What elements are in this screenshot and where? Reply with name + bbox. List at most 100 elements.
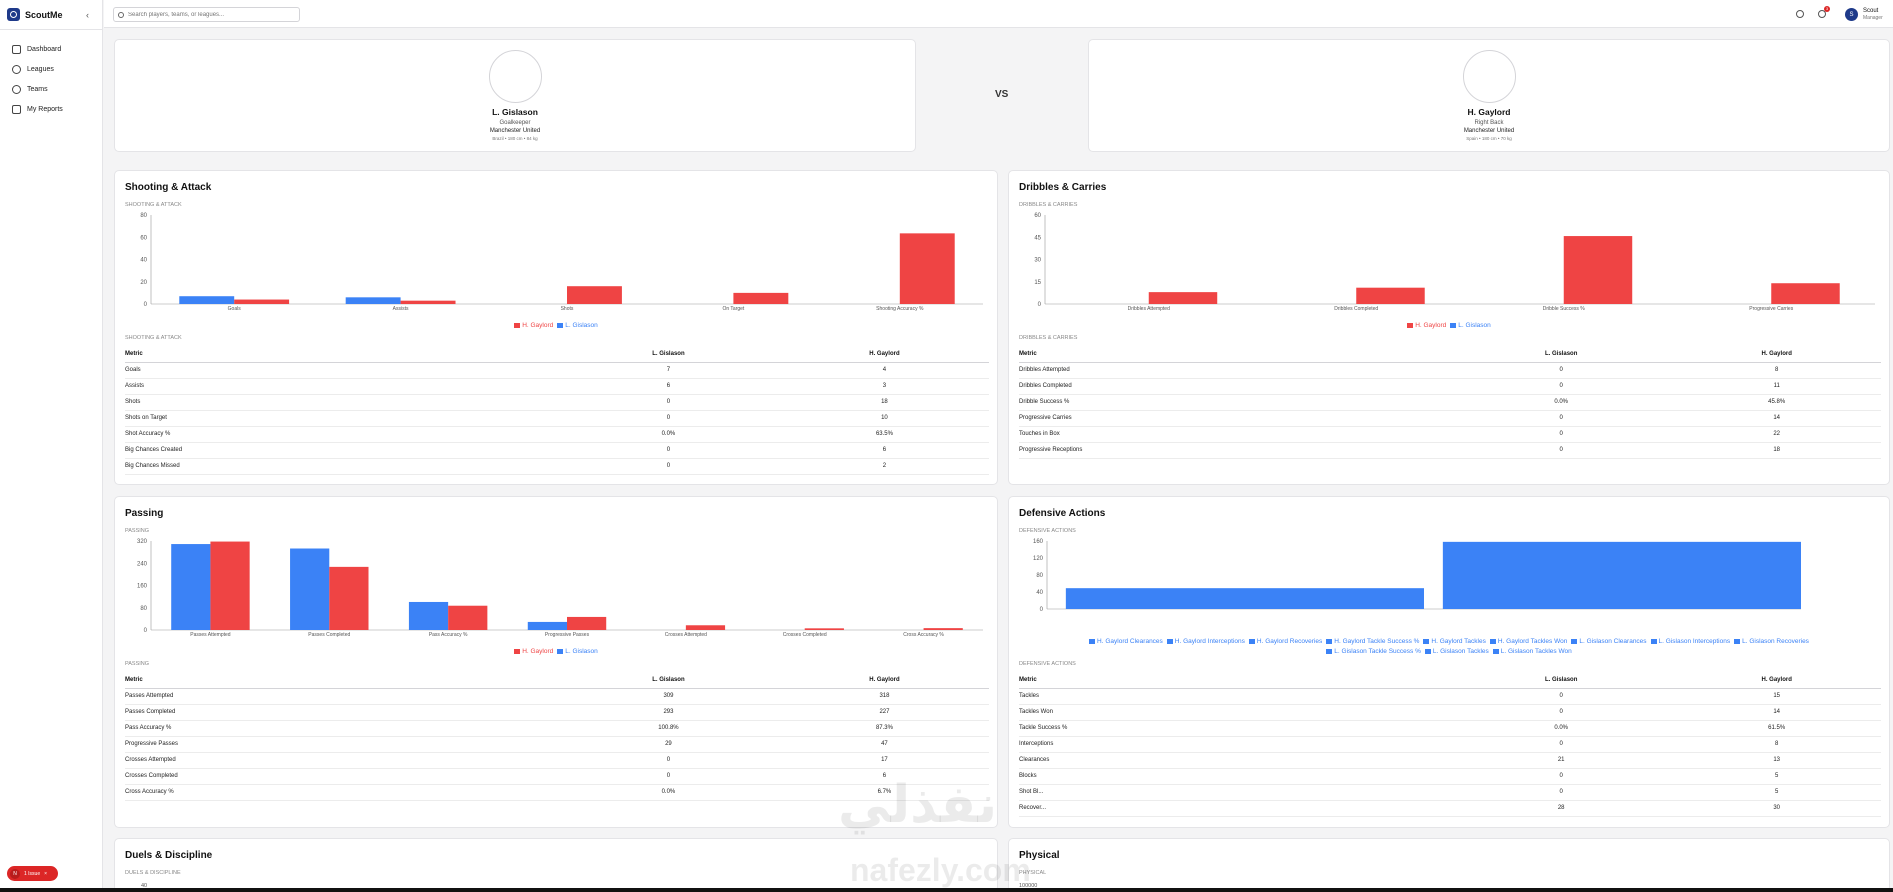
x-tick-label: Progressive Carries <box>1749 306 1793 312</box>
bell-icon[interactable] <box>1818 10 1826 18</box>
section-title: Shooting & Attack <box>125 182 212 193</box>
legend-item[interactable]: L. Gislason Clearances <box>1571 637 1647 647</box>
legend-item[interactable]: H. Gaylord Tackles Won <box>1489 637 1567 647</box>
column-header: H. Gaylord <box>779 346 989 363</box>
sidebar-item-label: Dashboard <box>27 45 62 53</box>
legend-item[interactable]: H. Gaylord Recoveries <box>1248 637 1322 647</box>
table-cell: 0 <box>1450 704 1673 721</box>
table-cell: 30 <box>1672 800 1881 817</box>
issues-badge[interactable]: N 1 Issue × <box>7 866 58 881</box>
table-cell: Pass Accuracy % <box>125 720 557 737</box>
table-cell: Assists <box>125 378 557 395</box>
legend-item[interactable]: H. Gaylord <box>1407 322 1446 329</box>
legend-item[interactable]: H. Gaylord Clearances <box>1089 637 1163 647</box>
file-icon <box>12 104 21 114</box>
legend-item[interactable]: L. Gislason Interceptions <box>1650 637 1730 647</box>
legend-swatch <box>1571 638 1578 644</box>
legend-item[interactable]: L. Gislason Tackle Success % <box>1326 647 1421 657</box>
legend-swatch <box>514 322 521 328</box>
legend-label: L. Gislason <box>565 322 598 329</box>
legend-item[interactable]: H. Gaylord Interceptions <box>1166 637 1245 647</box>
table-cell: 2 <box>779 458 989 475</box>
legend-swatch <box>1450 322 1457 328</box>
table-cell: 61.5% <box>1672 720 1881 737</box>
y-tick-label: 0 <box>1040 607 1044 613</box>
legend-item[interactable]: H. Gaylord <box>514 648 553 655</box>
legend-item[interactable]: H. Gaylord Tackle Success % <box>1326 637 1419 647</box>
table-cell: 18 <box>779 394 989 411</box>
player-card-right: H. Gaylord Right Back Manchester United … <box>1088 39 1890 152</box>
legend-swatch <box>1424 648 1431 654</box>
legend-item[interactable]: L. Gislason Tackles <box>1424 647 1489 657</box>
table-cell: 28 <box>1450 800 1673 817</box>
table-cell: 15 <box>1672 688 1881 705</box>
table-cell: 6 <box>557 378 780 395</box>
search-box[interactable] <box>113 7 300 22</box>
table-row: Recover... 28 30 <box>1019 800 1881 817</box>
y-tick-label: 80 <box>140 606 147 612</box>
logo-icon <box>7 8 20 21</box>
legend-item[interactable]: L. Gislason <box>557 322 598 329</box>
table-cell: 293 <box>557 704 780 721</box>
passing-card: Passing PASSING 0 80 160 240 320 Passes Attem… <box>114 496 998 828</box>
chart-legend: H. Gaylord L. Gislason <box>115 648 997 655</box>
table-row: Crosses Completed 0 6 <box>125 768 989 785</box>
chevron-left-icon[interactable]: ‹ <box>86 10 89 20</box>
table-caption: DRIBBLES & CARRIES <box>1019 335 1078 341</box>
notification-badge: 3 <box>1824 6 1830 12</box>
x-tick-label: Dribbles Attempted <box>1128 306 1170 312</box>
users-icon <box>12 84 21 94</box>
table-row: Touches in Box 0 22 <box>1019 426 1881 443</box>
table-row: Shots 0 18 <box>125 394 989 411</box>
sidebar-item-my-reports[interactable]: My Reports <box>0 99 102 119</box>
search-input[interactable] <box>128 11 288 18</box>
table-caption: PASSING <box>125 661 150 667</box>
sidebar-item-teams[interactable]: Teams <box>0 79 102 99</box>
legend-item[interactable]: H. Gaylord Tackles <box>1423 637 1486 647</box>
column-header: L. Gislason <box>557 346 780 363</box>
axis-tick: 40 <box>141 883 148 889</box>
table-cell: Passes Completed <box>125 704 557 721</box>
watermark-arabic: نفذلي <box>838 775 998 835</box>
sidebar-item-dashboard[interactable]: Dashboard <box>0 39 102 59</box>
sidebar: ScoutMe ‹ Dashboard Leagues Teams My Rep… <box>0 0 103 892</box>
table-row: Progressive Carries 0 14 <box>1019 410 1881 427</box>
bar-h-gaylord <box>567 286 622 304</box>
table-cell: 63.5% <box>779 426 989 443</box>
user-menu[interactable]: Scout Manager <box>1863 8 1883 22</box>
table-cell: Recover... <box>1019 800 1450 817</box>
x-tick-label: Passes Attempted <box>190 632 231 638</box>
y-tick-label: 20 <box>140 280 147 286</box>
y-tick-label: 40 <box>140 258 147 264</box>
watermark-latin: nafezly.com <box>850 852 1031 888</box>
avatar[interactable]: S <box>1845 8 1858 21</box>
axis-tick: 100000 <box>1019 883 1038 889</box>
table-cell: Progressive Receptions <box>1019 442 1450 459</box>
legend-item[interactable]: L. Gislason Recoveries <box>1734 637 1809 647</box>
legend-item[interactable]: H. Gaylord <box>514 322 553 329</box>
table-cell: 100.8% <box>557 720 780 737</box>
table-cell: 29 <box>557 736 780 753</box>
sidebar-item-leagues[interactable]: Leagues <box>0 59 102 79</box>
table-cell: 18 <box>1672 442 1881 459</box>
table-header: Metric L. Gislason H. Gaylord <box>125 672 989 689</box>
section-title: Physical <box>1019 850 1060 861</box>
theme-toggle-icon[interactable] <box>1796 10 1804 18</box>
x-tick-label: Shooting Accuracy % <box>876 306 924 312</box>
chart-legend: H. Gaylord Clearances H. Gaylord Intercep… <box>1009 637 1889 657</box>
table-cell: 0.0% <box>557 426 780 443</box>
chart-caption: DRIBBLES & CARRIES <box>1019 202 1078 208</box>
table-cell: Shots on Target <box>125 410 557 427</box>
legend-item[interactable]: L. Gislason Tackles Won <box>1492 647 1572 657</box>
bar-h-gaylord <box>1563 236 1633 304</box>
table-cell: 7 <box>557 362 780 379</box>
legend-swatch <box>1423 638 1430 644</box>
bar-h-gaylord <box>899 233 955 304</box>
close-icon[interactable]: × <box>44 870 48 877</box>
table-row: Crosses Attempted 0 17 <box>125 752 989 769</box>
legend-item[interactable]: L. Gislason <box>557 648 598 655</box>
legend-label: L. Gislason Tackles Won <box>1500 648 1572 655</box>
table-header: Metric L. Gislason H. Gaylord <box>1019 346 1881 363</box>
bar-l-gislason <box>290 548 330 630</box>
legend-item[interactable]: L. Gislason <box>1450 322 1491 329</box>
